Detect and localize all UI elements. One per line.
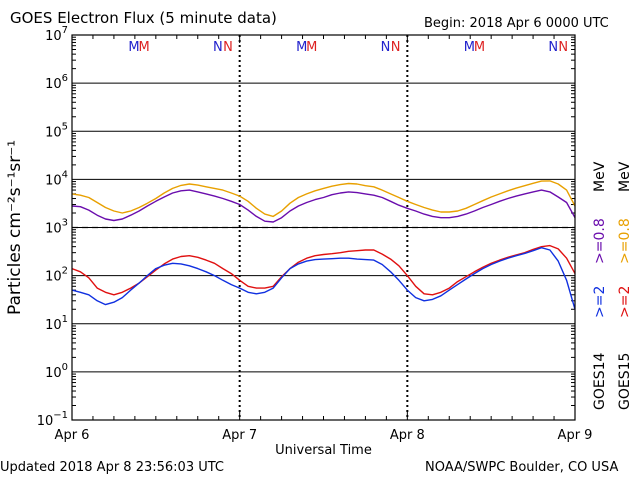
legend-goes14-ge2: >=2 [592, 286, 608, 318]
begin-time-label: Begin: 2018 Apr 6 0000 UTC [424, 16, 609, 31]
y-tick-label: 105 [45, 121, 68, 140]
x-tick-label: Apr 9 [558, 428, 593, 443]
marker-layer: MM N N MM N N MM N N [128, 40, 568, 55]
x-tick-label: Apr 6 [55, 428, 90, 443]
y-tick-label: 101 [45, 314, 68, 333]
y-axis-label: Particles cm⁻²s⁻¹sr⁻¹ [5, 140, 25, 315]
y-tick-label: 103 [45, 218, 68, 237]
midnight-noon-marker: M [474, 40, 485, 55]
series-line-1 [71, 189, 576, 223]
legend-goes15-ge08: >=0.8 [617, 218, 633, 264]
y-tick-label: 104 [45, 169, 68, 188]
series-line-0 [71, 180, 576, 218]
midnight-noon-marker: N [558, 40, 568, 55]
series-line-2 [71, 244, 576, 296]
flux-chart: MM N N MM N N MM N N 10710610510410310210110010−… [5, 25, 633, 458]
midnight-noon-marker: M [296, 40, 307, 55]
midnight-noon-marker: N [391, 40, 401, 55]
x-tick-label: Apr 7 [222, 428, 257, 443]
midnight-noon-marker: N [223, 40, 233, 55]
legend-goes15-ge2: >=2 [617, 286, 633, 318]
y-tick-label: 10−1 [37, 410, 68, 429]
grid-layer [72, 34, 575, 421]
legend-goes14-mev: MeV [592, 161, 608, 192]
midnight-noon-marker: M [128, 40, 139, 55]
credit-label: NOAA/SWPC Boulder, CO USA [425, 460, 619, 475]
legend-goes15-mev: MeV [617, 161, 633, 192]
y-tick-label: 102 [45, 266, 68, 285]
minor-tick-layer [71, 35, 576, 420]
updated-timestamp: Updated 2018 Apr 8 23:56:03 UTC [0, 460, 224, 475]
series-layer [71, 180, 576, 310]
x-tick-labels: Apr 6 Apr 7 Apr 8 Apr 9 [55, 428, 593, 443]
series-line-3 [71, 246, 576, 310]
midnight-noon-marker: M [464, 40, 475, 55]
midnight-noon-marker: M [138, 40, 149, 55]
x-axis-label: Universal Time [275, 443, 372, 458]
chart-title: GOES Electron Flux (5 minute data) [10, 9, 277, 27]
x-tick-label: Apr 8 [390, 428, 425, 443]
midnight-noon-marker: N [213, 40, 223, 55]
y-tick-labels: 107 106 105 104 103 102 101 100 10−1 [37, 25, 68, 429]
legend-goes14-ge08: >=0.8 [592, 218, 608, 264]
legend-goes15: GOES15 [617, 353, 633, 410]
midnight-noon-marker: N [548, 40, 558, 55]
y-tick-label: 106 [45, 73, 68, 92]
midnight-noon-marker: M [306, 40, 317, 55]
plot-frame [71, 34, 576, 421]
series-legend: GOES15 >=2 >=0.8 MeV GOES14 >=2 >=0.8 Me… [592, 161, 633, 410]
y-tick-label: 100 [45, 362, 68, 381]
legend-goes14: GOES14 [592, 352, 608, 410]
y-tick-label: 107 [45, 25, 68, 44]
midnight-noon-marker: N [381, 40, 391, 55]
